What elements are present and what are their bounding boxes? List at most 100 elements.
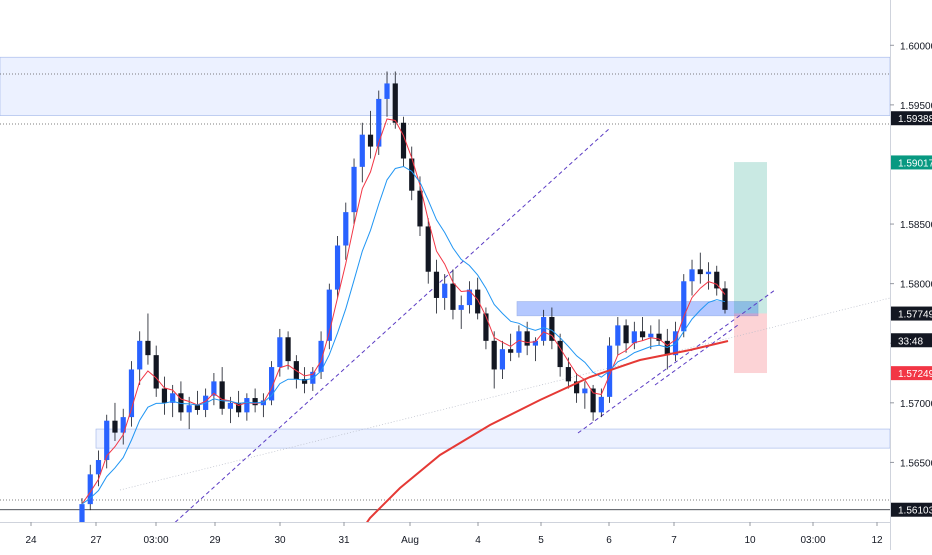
plot-area bbox=[0, 56, 890, 522]
price-marker-label: 1.56103 bbox=[898, 506, 932, 517]
candle bbox=[565, 357, 571, 389]
candle bbox=[112, 402, 118, 441]
candle bbox=[656, 319, 662, 346]
candle bbox=[211, 373, 217, 406]
candle bbox=[236, 390, 242, 418]
candle-body-down bbox=[153, 355, 159, 389]
candle-body-up bbox=[79, 504, 85, 522]
candle bbox=[285, 331, 291, 370]
candle-body-down bbox=[293, 361, 299, 379]
candle bbox=[260, 393, 266, 418]
candle bbox=[590, 384, 596, 421]
candle bbox=[194, 390, 201, 415]
candle bbox=[631, 321, 637, 350]
candle-body-up bbox=[615, 325, 621, 346]
candle bbox=[532, 337, 538, 362]
x-tick-label: 4 bbox=[475, 535, 481, 546]
candle-body-up bbox=[120, 417, 126, 433]
candle bbox=[598, 388, 604, 418]
candle-body-down bbox=[433, 271, 440, 298]
candle bbox=[582, 381, 588, 409]
price-marker-bg bbox=[891, 502, 932, 517]
x-tick-label: 29 bbox=[209, 535, 221, 546]
candle-body-down bbox=[656, 333, 662, 341]
candle bbox=[714, 265, 720, 296]
candle bbox=[475, 277, 481, 320]
candle-body-down bbox=[252, 398, 258, 406]
price-marker-bg bbox=[891, 155, 932, 170]
faint-trendline bbox=[119, 297, 890, 491]
ema-slow-line bbox=[81, 165, 726, 505]
candle-body-up bbox=[87, 474, 93, 505]
candle bbox=[549, 307, 555, 350]
x-tick-label: 03:00 bbox=[800, 535, 825, 546]
candle-body-up bbox=[499, 349, 506, 370]
candle bbox=[293, 355, 299, 389]
candle-body-up bbox=[186, 405, 192, 413]
price-marker-label: 1.57749 bbox=[898, 310, 932, 321]
candle bbox=[392, 71, 398, 129]
candle bbox=[367, 110, 374, 159]
candle bbox=[95, 450, 102, 487]
candle bbox=[376, 90, 382, 155]
x-tick-label: 6 bbox=[606, 535, 612, 546]
y-tick-label: 1.60000 bbox=[900, 41, 932, 52]
candle-body-down bbox=[565, 367, 571, 382]
x-tick-label: Aug bbox=[401, 535, 419, 546]
price-marker-bg bbox=[891, 306, 932, 321]
candle-body-down bbox=[524, 331, 530, 346]
y-tick-label: 1.58000 bbox=[900, 280, 932, 291]
candle-body-down bbox=[590, 388, 596, 413]
candle bbox=[153, 345, 159, 397]
candle bbox=[425, 218, 431, 284]
y-tick-label: 1.59500 bbox=[900, 101, 932, 112]
x-tick-label: 24 bbox=[25, 535, 37, 546]
price-marker-bg bbox=[891, 333, 932, 348]
candle-body-down bbox=[664, 340, 670, 356]
candle bbox=[458, 295, 464, 329]
candle bbox=[277, 328, 283, 377]
candle bbox=[442, 274, 448, 310]
candle bbox=[483, 307, 489, 350]
candle bbox=[326, 283, 332, 350]
price-axis-bg bbox=[890, 0, 932, 550]
candle bbox=[334, 235, 341, 298]
candle bbox=[516, 325, 522, 358]
candle bbox=[120, 408, 126, 445]
candle bbox=[508, 333, 514, 362]
candle-body-up bbox=[137, 340, 143, 370]
candle-body-down bbox=[161, 388, 168, 403]
candle bbox=[681, 274, 687, 338]
candle-body-down bbox=[417, 190, 423, 227]
candle-body-down bbox=[145, 340, 151, 356]
candle bbox=[87, 464, 93, 511]
candle-body-down bbox=[112, 420, 118, 433]
candle bbox=[499, 340, 506, 379]
x-tick-label: 03:00 bbox=[143, 535, 168, 546]
price-marker-label: 33:48 bbox=[898, 336, 923, 347]
candle-body-down bbox=[508, 349, 514, 353]
candle-body-up bbox=[211, 381, 217, 396]
candle-body-up bbox=[277, 337, 283, 368]
x-tick-label: 5 bbox=[538, 535, 544, 546]
candle bbox=[128, 361, 135, 427]
x-tick-label: 27 bbox=[90, 535, 102, 546]
candle bbox=[450, 269, 456, 320]
candle bbox=[722, 281, 728, 314]
candle bbox=[400, 116, 407, 167]
channel-line-2 bbox=[577, 289, 776, 434]
candle bbox=[137, 331, 143, 385]
price-marker-label: 1.57249 bbox=[898, 369, 932, 380]
candle-body-down bbox=[450, 283, 456, 310]
candle-body-up bbox=[442, 283, 448, 298]
candle-body-up bbox=[269, 367, 275, 401]
candle-body-down bbox=[367, 134, 374, 147]
candle bbox=[186, 396, 192, 430]
bottom-zone bbox=[95, 428, 890, 449]
price-marker-bg bbox=[891, 111, 932, 126]
target-zone bbox=[734, 162, 767, 314]
candle bbox=[574, 373, 580, 403]
candle-body-up bbox=[705, 271, 712, 275]
x-tick-label: 10 bbox=[744, 535, 756, 546]
